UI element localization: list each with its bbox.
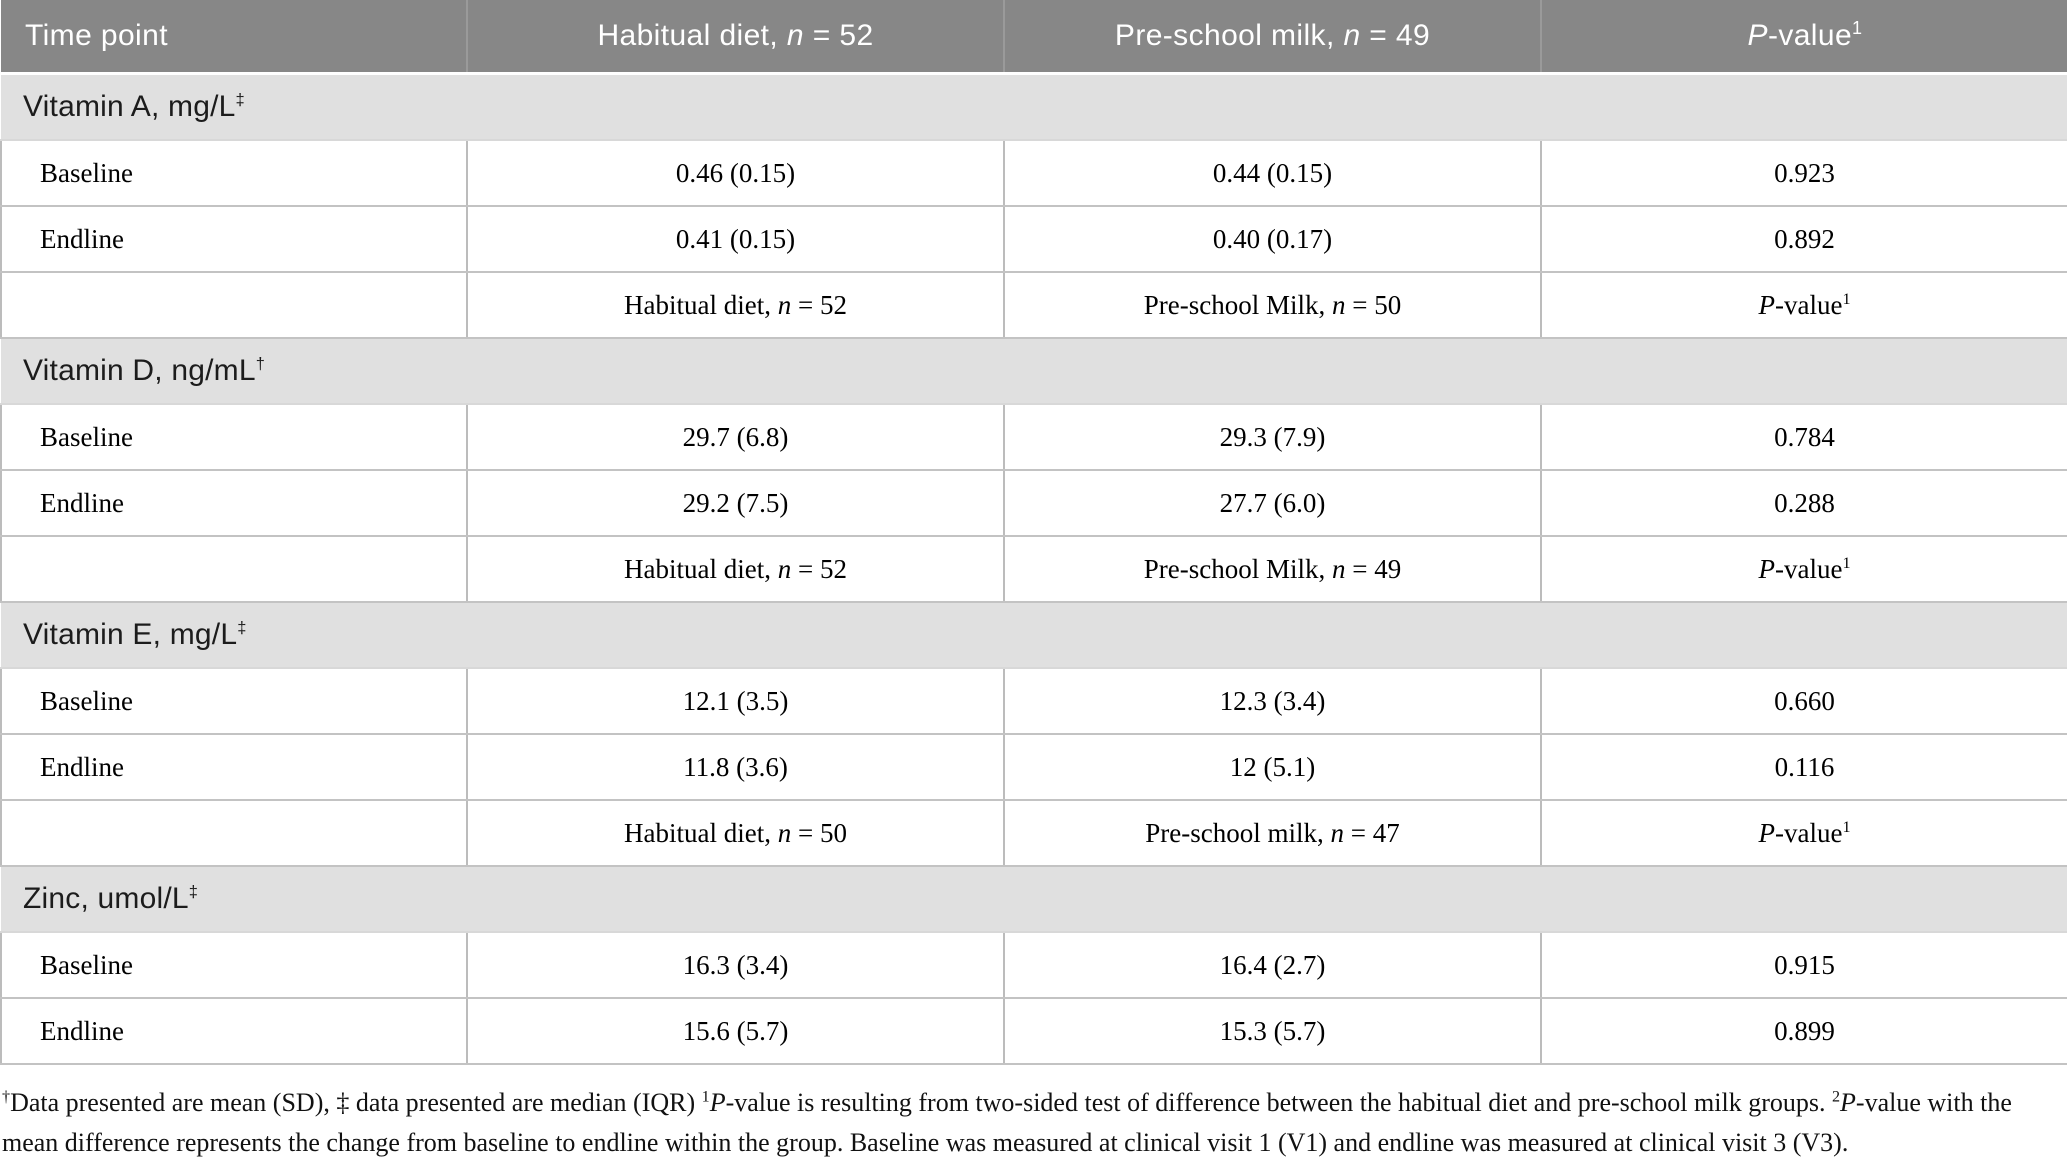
section-band-vitamin-a-label: Vitamin A, mg/L‡: [1, 73, 2067, 141]
row-vitamin-d-baseline: Baseline 29.7 (6.8) 29.3 (7.9) 0.784: [0, 404, 2067, 471]
cell-subheader-milk: Pre-school Milk, n = 50: [1004, 272, 1542, 339]
cell-p-value: 0.923: [1541, 140, 2067, 207]
cell-subheader-habitual: Habitual diet, n = 52: [467, 272, 1005, 339]
double-dagger-superscript: ‡: [237, 619, 247, 637]
cell-p-value: 0.660: [1541, 668, 2067, 735]
section-band-zinc: Zinc, umol/L‡: [1, 866, 2067, 933]
cell-milk-value: 0.44 (0.15): [1004, 140, 1542, 207]
cell-habitual-value: 12.1 (3.5): [467, 668, 1005, 735]
cell-milk-value: 16.4 (2.7): [1004, 932, 1542, 999]
cell-subheader-p-value: P-value1: [1541, 800, 2067, 867]
cell-subheader-habitual: Habitual diet, n = 50: [467, 800, 1005, 867]
section-band-zinc-label: Zinc, umol/L‡: [1, 866, 2067, 933]
cell-milk-value: 12 (5.1): [1004, 734, 1542, 801]
row-subheader-3: Habitual diet, n = 50 Pre-school milk, n…: [0, 800, 2067, 867]
cell-p-value: 0.288: [1541, 470, 2067, 537]
double-dagger-superscript: ‡: [188, 883, 199, 901]
cell-habitual-value: 29.2 (7.5): [467, 470, 1005, 537]
col-header-habitual-diet: Habitual diet, n = 52: [466, 0, 1004, 75]
section-band-vitamin-e: Vitamin E, mg/L‡: [1, 602, 2067, 669]
cell-timepoint-label: Baseline: [0, 404, 468, 471]
row-zinc-endline: Endline 15.6 (5.7) 15.3 (5.7) 0.899: [0, 998, 2067, 1065]
cell-subheader-habitual: Habitual diet, n = 52: [467, 536, 1005, 603]
cell-p-value: 0.116: [1541, 734, 2067, 801]
row-vitamin-a-baseline: Baseline 0.46 (0.15) 0.44 (0.15) 0.923: [0, 140, 2067, 207]
cell-empty: [0, 800, 468, 867]
dagger-superscript: †: [255, 355, 266, 373]
cell-timepoint-label: Baseline: [0, 140, 468, 207]
col-header-p-value: P-value1: [1540, 0, 2067, 75]
section-band-vitamin-e-label: Vitamin E, mg/L‡: [1, 602, 2067, 669]
header-row: Time point Habitual diet, n = 52 Pre-sch…: [1, 0, 2067, 75]
row-subheader-1: Habitual diet, n = 52 Pre-school Milk, n…: [0, 272, 2067, 339]
cell-milk-value: 29.3 (7.9): [1004, 404, 1542, 471]
cell-timepoint-label: Baseline: [0, 932, 468, 999]
cell-timepoint-label: Endline: [0, 734, 468, 801]
cell-habitual-value: 16.3 (3.4): [467, 932, 1005, 999]
col-header-time-point-label: Time point: [25, 19, 168, 52]
dagger-superscript: †: [2, 1088, 11, 1106]
nutrient-results-table: Time point Habitual diet, n = 52 Pre-sch…: [0, 0, 2067, 1065]
row-vitamin-a-endline: Endline 0.41 (0.15) 0.40 (0.17) 0.892: [0, 206, 2067, 273]
cell-empty: [0, 272, 468, 339]
cell-milk-value: 15.3 (5.7): [1004, 998, 1542, 1065]
row-vitamin-e-baseline: Baseline 12.1 (3.5) 12.3 (3.4) 0.660: [0, 668, 2067, 735]
cell-habitual-value: 0.46 (0.15): [467, 140, 1005, 207]
cell-milk-value: 27.7 (6.0): [1004, 470, 1542, 537]
row-zinc-baseline: Baseline 16.3 (3.4) 16.4 (2.7) 0.915: [0, 932, 2067, 999]
cell-p-value: 0.892: [1541, 206, 2067, 273]
cell-milk-value: 0.40 (0.17): [1004, 206, 1542, 273]
cell-subheader-p-value: P-value1: [1541, 272, 2067, 339]
cell-subheader-milk: Pre-school milk, n = 47: [1004, 800, 1542, 867]
cell-subheader-milk: Pre-school Milk, n = 49: [1004, 536, 1542, 603]
cell-empty: [0, 536, 468, 603]
cell-timepoint-label: Baseline: [0, 668, 468, 735]
cell-p-value: 0.915: [1541, 932, 2067, 999]
cell-p-value: 0.784: [1541, 404, 2067, 471]
cell-habitual-value: 11.8 (3.6): [467, 734, 1005, 801]
cell-timepoint-label: Endline: [0, 206, 468, 273]
double-dagger-superscript: ‡: [235, 91, 245, 109]
cell-timepoint-label: Endline: [0, 998, 468, 1065]
section-band-vitamin-d: Vitamin D, ng/mL†: [1, 338, 2067, 405]
row-subheader-2: Habitual diet, n = 52 Pre-school Milk, n…: [0, 536, 2067, 603]
cell-milk-value: 12.3 (3.4): [1004, 668, 1542, 735]
cell-habitual-value: 15.6 (5.7): [467, 998, 1005, 1065]
section-band-vitamin-a: Vitamin A, mg/L‡: [1, 73, 2067, 141]
cell-subheader-p-value: P-value1: [1541, 536, 2067, 603]
section-band-vitamin-d-label: Vitamin D, ng/mL†: [1, 338, 2067, 405]
row-vitamin-d-endline: Endline 29.2 (7.5) 27.7 (6.0) 0.288: [0, 470, 2067, 537]
cell-habitual-value: 0.41 (0.15): [467, 206, 1005, 273]
cell-timepoint-label: Endline: [0, 470, 468, 537]
col-header-preschool-milk: Pre-school milk, n = 49: [1003, 0, 1541, 75]
col-header-time-point: Time point: [1, 0, 467, 75]
cell-habitual-value: 29.7 (6.8): [467, 404, 1005, 471]
cell-p-value: 0.899: [1541, 998, 2067, 1065]
footnote: †Data presented are mean (SD), ‡ data pr…: [2, 1088, 2012, 1157]
row-vitamin-e-endline: Endline 11.8 (3.6) 12 (5.1) 0.116: [0, 734, 2067, 801]
